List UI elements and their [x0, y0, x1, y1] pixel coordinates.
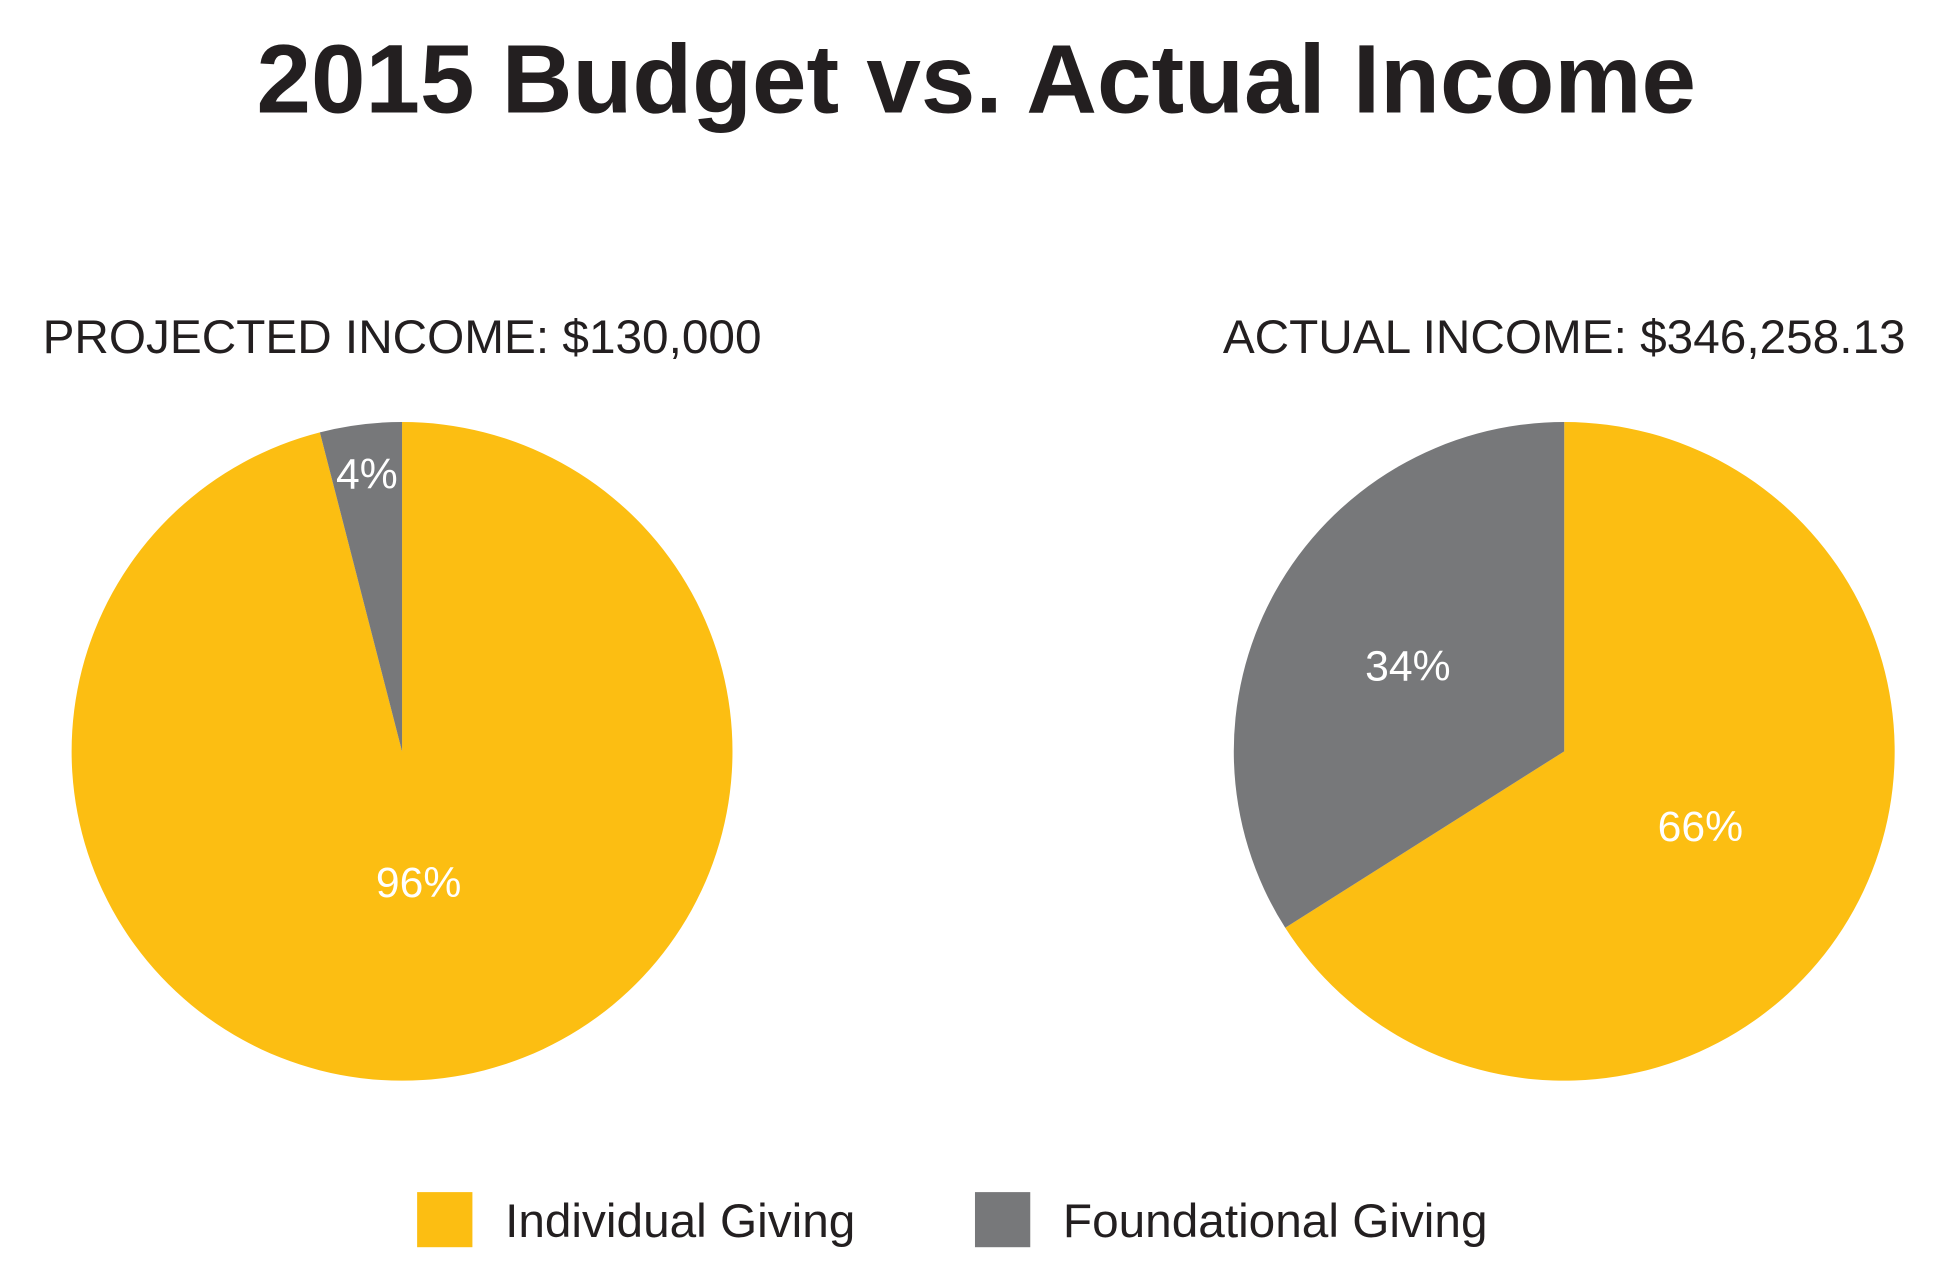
legend: Individual Giving Foundational Giving — [417, 1192, 1488, 1248]
legend-swatch-individual — [417, 1192, 473, 1248]
data-label-foundational-giving: 34% — [1365, 643, 1450, 691]
pie-slice-individual-giving — [71, 421, 733, 1081]
actual-pie: 66% 34% — [1233, 421, 1895, 1081]
pie-slice-foundational-giving — [319, 421, 403, 752]
projected-income-subtitle: PROJECTED INCOME: $130,000 — [43, 311, 762, 364]
actual-income-subtitle: ACTUAL INCOME: $346,258.13 — [1223, 311, 1906, 364]
legend-swatch-foundational — [974, 1192, 1031, 1248]
chart-title: 2015 Budget vs. Actual Income — [256, 24, 1695, 134]
projected-pie: 96% 4% — [71, 421, 733, 1081]
pie-slice-foundational-giving — [1233, 421, 1565, 928]
data-label-foundational-giving: 4% — [336, 451, 398, 499]
data-label-individual-giving: 66% — [1658, 803, 1743, 851]
legend-label-foundational: Foundational Giving — [1063, 1195, 1488, 1248]
pie-slice-individual-giving — [1285, 421, 1895, 1081]
data-label-individual-giving: 96% — [376, 859, 461, 907]
legend-label-individual: Individual Giving — [505, 1195, 855, 1248]
